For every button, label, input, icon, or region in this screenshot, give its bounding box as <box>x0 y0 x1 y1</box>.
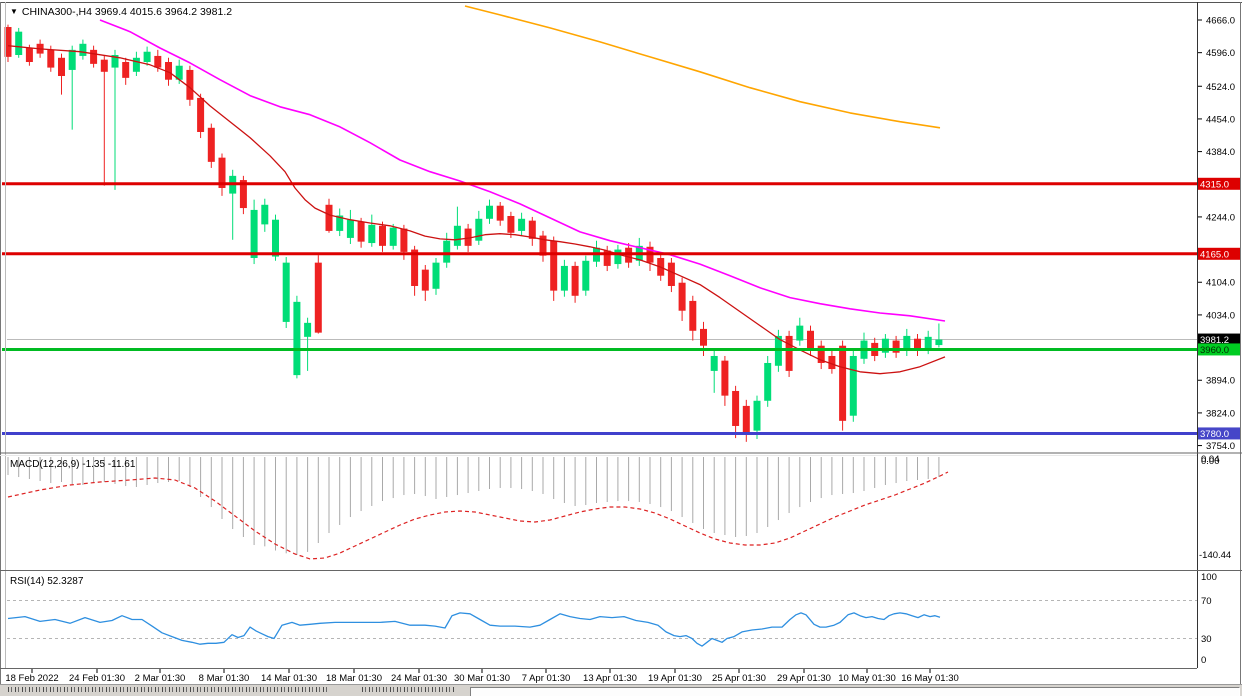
macd-pane[interactable] <box>7 456 1197 568</box>
svg-text:3754.0: 3754.0 <box>1206 441 1235 452</box>
svg-text:-140.44: -140.44 <box>1199 550 1231 561</box>
main-chart-pane[interactable] <box>7 3 1197 452</box>
svg-text:100: 100 <box>1201 572 1217 583</box>
macd-histogram <box>7 457 940 555</box>
svg-text:18 Feb 2022: 18 Feb 2022 <box>5 673 58 684</box>
statusbar-clipped-text <box>8 687 330 692</box>
svg-text:70: 70 <box>1201 596 1212 607</box>
svg-text:3981.2: 3981.2 <box>1200 335 1229 346</box>
rsi-levels <box>7 600 1197 639</box>
macd-axis-labels: 0.040.00 -140.44 <box>1199 454 1231 561</box>
statusbar-clipped-text <box>362 687 454 692</box>
svg-text:14 Mar 01:30: 14 Mar 01:30 <box>261 673 317 684</box>
svg-text:7 Apr 01:30: 7 Apr 01:30 <box>522 673 571 684</box>
svg-text:4384.0: 4384.0 <box>1206 147 1235 158</box>
svg-text:0: 0 <box>1201 655 1206 666</box>
status-bar[interactable] <box>0 684 1242 696</box>
svg-text:3824.0: 3824.0 <box>1206 408 1235 419</box>
svg-text:4454.0: 4454.0 <box>1206 114 1235 125</box>
svg-text:4666.0: 4666.0 <box>1206 16 1235 27</box>
svg-text:13 Apr 01:30: 13 Apr 01:30 <box>583 673 637 684</box>
svg-text:3780.0: 3780.0 <box>1200 429 1229 440</box>
svg-text:4524.0: 4524.0 <box>1206 82 1235 93</box>
moving-averages <box>7 5 946 375</box>
rsi-axis-labels: 100 70 30 0 <box>1201 572 1217 666</box>
svg-text:30: 30 <box>1201 634 1212 645</box>
time-axis[interactable] <box>7 669 1197 683</box>
svg-text:8 Mar 01:30: 8 Mar 01:30 <box>199 673 250 684</box>
statusbar-sunken-panel <box>470 687 1240 696</box>
svg-text:2 Mar 01:30: 2 Mar 01:30 <box>135 673 186 684</box>
price-axis-labels: 4666.0 4596.0 4524.0 4454.0 4384.0 4244.0 4104… <box>1197 16 1241 452</box>
svg-text:4034.0: 4034.0 <box>1206 310 1235 321</box>
svg-text:3894.0: 3894.0 <box>1206 376 1235 387</box>
horizontal-lines[interactable] <box>2 182 1197 435</box>
rsi-pane[interactable] <box>7 572 1197 667</box>
svg-text:4104.0: 4104.0 <box>1206 278 1235 289</box>
svg-text:19 Apr 01:30: 19 Apr 01:30 <box>648 673 702 684</box>
svg-text:25 Apr 01:30: 25 Apr 01:30 <box>712 673 766 684</box>
svg-text:4315.0: 4315.0 <box>1200 179 1229 190</box>
svg-text:10 May 01:30: 10 May 01:30 <box>838 673 896 684</box>
svg-text:18 Mar 01:30: 18 Mar 01:30 <box>326 673 382 684</box>
svg-text:29 Apr 01:30: 29 Apr 01:30 <box>777 673 831 684</box>
svg-text:0.04: 0.04 <box>1201 454 1220 465</box>
svg-text:4596.0: 4596.0 <box>1206 48 1235 59</box>
svg-text:30 Mar 01:30: 30 Mar 01:30 <box>454 673 510 684</box>
time-axis-labels: 18 Feb 2022 24 Feb 01:30 2 Mar 01:30 8 Mar … <box>5 668 959 684</box>
svg-text:0.00: 0.00 <box>1201 456 1220 467</box>
svg-text:4244.0: 4244.0 <box>1206 212 1235 223</box>
macd-signal-line <box>7 471 949 560</box>
candles <box>4 24 943 442</box>
svg-text:3960.0: 3960.0 <box>1200 345 1229 356</box>
svg-text:24 Feb 01:30: 24 Feb 01:30 <box>69 673 125 684</box>
rsi-line <box>7 612 941 647</box>
svg-text:24 Mar 01:30: 24 Mar 01:30 <box>391 673 447 684</box>
svg-text:4165.0: 4165.0 <box>1200 249 1229 260</box>
frame-lines <box>0 2 1242 684</box>
svg-text:16 May 01:30: 16 May 01:30 <box>901 673 959 684</box>
